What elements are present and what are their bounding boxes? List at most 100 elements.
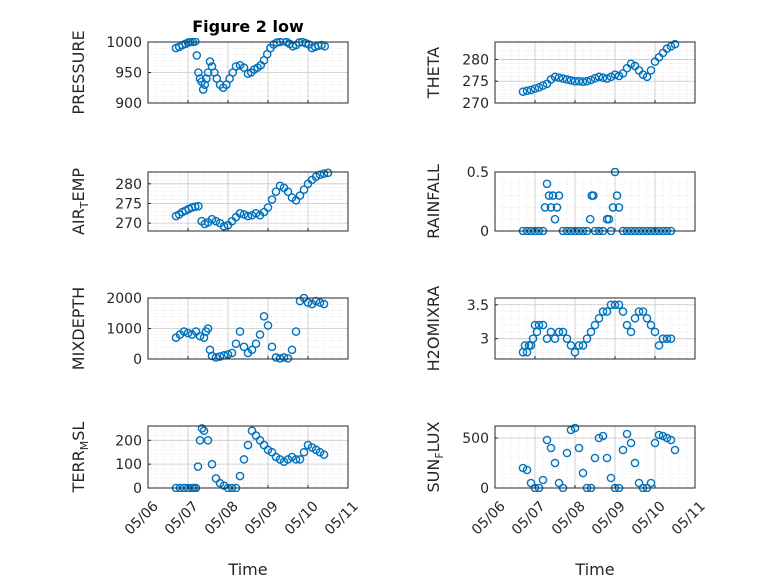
series-markers (518, 423, 680, 492)
data-point (319, 450, 329, 459)
data-point (538, 81, 548, 90)
data-point (315, 298, 325, 307)
data-point (566, 341, 576, 350)
data-point (646, 320, 656, 330)
data-point (279, 353, 289, 362)
data-point (323, 168, 333, 178)
y-axis-label: THETA (424, 47, 443, 99)
x-axis-label: Time (227, 560, 267, 579)
y-tick-label: 950 (115, 66, 142, 82)
data-point (578, 341, 588, 350)
data-point (670, 39, 680, 49)
x-tick-label: 05/11 (669, 498, 709, 538)
data-point (570, 423, 580, 433)
axes-background (148, 426, 348, 488)
axes-box (147, 425, 349, 489)
data-point (642, 72, 652, 82)
data-point (203, 68, 213, 77)
y-tick-label: 100 (115, 457, 142, 473)
data-point (654, 430, 664, 440)
y-axis-label: PRESSURE (69, 30, 88, 114)
data-point (594, 433, 604, 443)
y-axis-label: TERRMSL (69, 422, 91, 494)
series-markers (518, 39, 680, 96)
data-point (574, 76, 584, 86)
data-point (614, 203, 624, 212)
data-point (239, 455, 249, 464)
data-point (582, 334, 592, 343)
data-point (319, 169, 329, 178)
y-tick-label: 900 (115, 96, 142, 112)
x-tick-label: 05/06 (122, 498, 162, 538)
x-tick-label: 05/07 (162, 498, 202, 538)
data-point (239, 342, 249, 352)
data-point (585, 214, 595, 224)
y-tick-label: 200 (115, 433, 142, 449)
data-point (291, 455, 301, 464)
data-point (235, 471, 245, 481)
data-point (562, 75, 572, 84)
data-point (283, 354, 293, 363)
x-tick-label: 05/07 (509, 498, 549, 538)
data-point (259, 311, 269, 321)
data-point (548, 191, 558, 200)
y-tick-label: 275 (462, 74, 489, 90)
data-point (291, 327, 301, 336)
data-point (650, 438, 660, 448)
axes-background (495, 172, 695, 231)
data-point (542, 435, 552, 445)
data-point (203, 324, 213, 333)
data-point (594, 314, 604, 323)
data-point (518, 463, 528, 473)
subplot-mixdepth: 0 1000 2000 MIXDEPTH (69, 287, 349, 370)
data-point (562, 334, 572, 343)
data-point (558, 74, 568, 83)
data-point (251, 208, 261, 218)
data-point (546, 203, 556, 212)
y-tick-label: 280 (462, 52, 489, 68)
data-point (283, 187, 293, 196)
data-point (190, 202, 200, 211)
data-point (654, 341, 664, 350)
data-point (618, 307, 628, 316)
data-point (197, 424, 207, 433)
subplot-air_temp: 270 275 280 AIRTEMP (69, 168, 349, 235)
x-tick-label: 05/08 (549, 498, 589, 538)
subplot-sun_flux: 0 500 SUNFLUX 05/06 05/07 05/08 05/09 05/10 05/1… (424, 421, 709, 579)
data-point (550, 334, 560, 343)
series-markers (171, 168, 333, 231)
data-point (602, 307, 612, 316)
data-point (294, 38, 304, 47)
data-point (562, 448, 572, 458)
data-point (638, 307, 648, 316)
x-tick-label: 05/06 (469, 498, 509, 538)
y-axis-label: SUNFLUX (424, 421, 446, 492)
data-point (518, 87, 528, 96)
y-tick-label: 3.5 (467, 298, 489, 314)
data-point (263, 321, 273, 330)
data-point (554, 73, 564, 83)
data-point (666, 435, 676, 445)
data-point (207, 214, 217, 224)
data-point (528, 334, 538, 343)
data-point (578, 77, 588, 86)
data-point (194, 68, 203, 77)
y-tick-label: 270 (462, 96, 489, 112)
data-point (311, 296, 321, 306)
y-axis-label: H2OMIXRA (424, 286, 443, 372)
data-point (550, 72, 560, 82)
y-axis-label: RAINFALL (424, 164, 443, 239)
data-point (658, 431, 668, 441)
data-point (598, 431, 608, 441)
data-point (207, 351, 217, 361)
data-point (231, 62, 241, 71)
x-tick-label: 05/09 (242, 498, 282, 538)
data-point (192, 51, 202, 60)
axes-background (148, 172, 348, 231)
subplot-h2omixra: 3 3.5 H2OMIXRA (424, 286, 696, 372)
y-tick-label: 280 (115, 177, 142, 193)
data-point (183, 328, 193, 338)
data-point (271, 353, 281, 362)
data-point (574, 341, 584, 350)
data-point (200, 80, 210, 89)
